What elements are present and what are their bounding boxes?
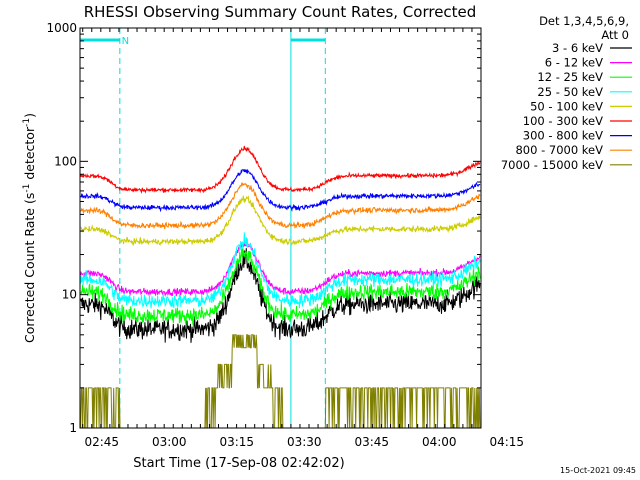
footer-timestamp: 15-Oct-2021 09:45 xyxy=(560,466,636,475)
series-line-6-12keV xyxy=(80,241,481,298)
series-line-50-100keV xyxy=(80,195,481,246)
series-line-300-800keV xyxy=(80,168,481,213)
y-tick-label-3: 1000 xyxy=(46,21,77,35)
y-axis-label-sup2: -1 xyxy=(22,118,32,127)
chart-title: RHESSI Observing Summary Count Rates, Co… xyxy=(84,3,477,21)
series-line-100-300keV xyxy=(80,145,481,195)
y-axis-label: Corrected Count Rate (s-1 detector-1) xyxy=(22,113,37,343)
y-axis-label-part2: detector xyxy=(22,126,37,184)
y-axis-label-part3: ) xyxy=(22,113,37,118)
legend-header-line2: Att 0 xyxy=(601,28,629,42)
legend-label-5: 100 - 300 keV xyxy=(523,114,603,128)
x-tick-label-1: 03:00 xyxy=(152,435,187,449)
legend-label-8: 7000 - 15000 keV xyxy=(501,158,603,172)
legend-label-2: 12 - 25 keV xyxy=(537,70,603,84)
annotation-label-5: N xyxy=(122,36,129,47)
x-tick-label-6: 04:15 xyxy=(489,435,524,449)
legend-header-line1: Det 1,3,4,5,6,9, xyxy=(539,14,629,28)
plot-area: N xyxy=(80,28,481,429)
x-tick-label-0: 02:45 xyxy=(84,435,119,449)
y-tick-label-2: 100 xyxy=(54,154,77,168)
legend-label-3: 25 - 50 keV xyxy=(537,85,603,99)
series-line-800-7000keV xyxy=(80,181,481,230)
legend-label-4: 50 - 100 keV xyxy=(530,99,603,113)
x-tick-label-4: 03:45 xyxy=(354,435,389,449)
axes: 1 10 100 1000 02:45 03:00 03:15 03:30 03:45 04:00… xyxy=(46,21,524,449)
y-tick-label-1: 10 xyxy=(62,288,77,302)
x-axis-label: Start Time (17-Sep-08 02:42:02) xyxy=(133,456,344,471)
legend-label-0: 3 - 6 keV xyxy=(552,41,603,55)
y-axis-label-part1: Corrected Count Rate (s xyxy=(22,193,37,343)
series-line-25-50keV xyxy=(80,232,481,309)
legend-label-7: 800 - 7000 keV xyxy=(515,143,603,157)
x-tick-label-5: 04:00 xyxy=(422,435,457,449)
legend-label-6: 300 - 800 keV xyxy=(523,129,603,143)
y-axis-label-sup1: -1 xyxy=(22,184,32,193)
legend-label-1: 6 - 12 keV xyxy=(545,56,603,70)
x-tick-label-3: 03:30 xyxy=(287,435,322,449)
x-tick-label-2: 03:15 xyxy=(219,435,254,449)
y-tick-label-0: 1 xyxy=(69,421,77,435)
series-line-3-6keV xyxy=(80,248,481,343)
series-line-12-25keV xyxy=(80,248,481,326)
plot-frame xyxy=(79,27,482,429)
